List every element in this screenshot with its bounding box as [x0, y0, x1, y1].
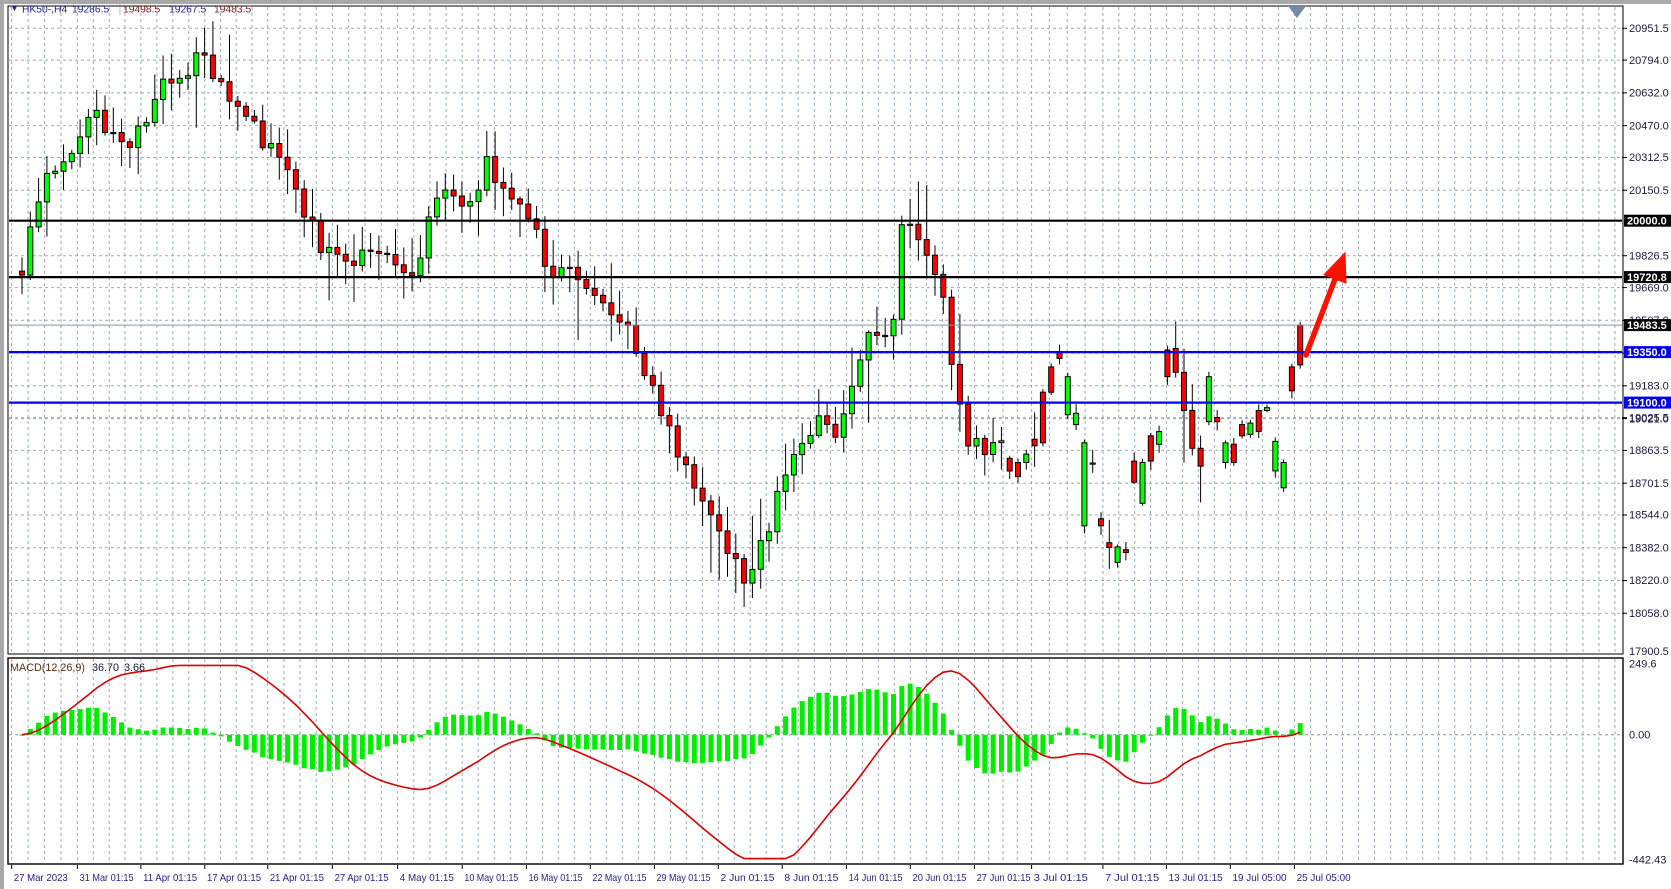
svg-text:19826.5: 19826.5: [1629, 250, 1669, 262]
svg-text:31 Mar 01:15: 31 Mar 01:15: [80, 873, 134, 884]
svg-text:19267.5: 19267.5: [169, 5, 206, 16]
svg-text:▼: ▼: [10, 3, 19, 13]
svg-text:16 May 01:15: 16 May 01:15: [529, 873, 583, 884]
svg-text:7 Jul 01:15: 7 Jul 01:15: [1105, 873, 1159, 884]
svg-text:17900.5: 17900.5: [1629, 646, 1669, 658]
svg-text:20150.5: 20150.5: [1629, 185, 1669, 197]
svg-text:20951.5: 20951.5: [1629, 23, 1669, 35]
svg-text:20794.0: 20794.0: [1629, 55, 1669, 67]
svg-text:19483.5: 19483.5: [214, 5, 251, 16]
svg-text:19720.8: 19720.8: [1627, 272, 1667, 284]
svg-text:19483.5: 19483.5: [1627, 320, 1667, 332]
svg-text:20312.5: 20312.5: [1629, 152, 1669, 164]
svg-text:19669.0: 19669.0: [1629, 282, 1669, 294]
svg-text:-442.43: -442.43: [1629, 855, 1666, 867]
svg-text:36.70: 36.70: [92, 662, 119, 674]
svg-text:18544.0: 18544.0: [1629, 510, 1669, 522]
svg-text:20632.0: 20632.0: [1629, 88, 1669, 100]
svg-text:14 Jun 01:15: 14 Jun 01:15: [849, 873, 903, 884]
svg-text:18220.0: 18220.0: [1629, 575, 1669, 587]
svg-text:27 Mar 2023: 27 Mar 2023: [14, 873, 68, 884]
svg-text:249.6: 249.6: [1629, 659, 1657, 671]
svg-text:20470.0: 20470.0: [1629, 120, 1669, 132]
svg-text:10 May 01:15: 10 May 01:15: [464, 873, 518, 884]
svg-text:20000.0: 20000.0: [1627, 215, 1667, 227]
svg-text:21 Apr 01:15: 21 Apr 01:15: [270, 873, 324, 884]
svg-text:18058.0: 18058.0: [1629, 608, 1669, 620]
svg-text:19350.0: 19350.0: [1627, 347, 1667, 359]
svg-text:0.00: 0.00: [1629, 729, 1650, 741]
svg-text:18701.5: 18701.5: [1629, 478, 1669, 490]
svg-text:29 May 01:15: 29 May 01:15: [657, 873, 711, 884]
svg-text:19286.5: 19286.5: [72, 5, 109, 16]
svg-text:2 Jun 01:15: 2 Jun 01:15: [721, 873, 775, 884]
svg-text:17 Apr 01:15: 17 Apr 01:15: [207, 873, 261, 884]
svg-text:19021.0: 19021.0: [1629, 413, 1669, 425]
svg-text:18863.5: 18863.5: [1629, 445, 1669, 457]
svg-text:19100.0: 19100.0: [1627, 397, 1667, 409]
svg-text:4 May 01:15: 4 May 01:15: [400, 873, 454, 884]
svg-text:22 May 01:15: 22 May 01:15: [593, 873, 647, 884]
svg-text:19183.0: 19183.0: [1629, 381, 1669, 393]
svg-text:13 Jul 01:15: 13 Jul 01:15: [1169, 873, 1223, 884]
svg-text:19 Jul 05:00: 19 Jul 05:00: [1233, 873, 1287, 884]
svg-text:18382.0: 18382.0: [1629, 542, 1669, 554]
svg-text:HK50-,H4: HK50-,H4: [22, 5, 67, 16]
svg-text:3 Jul 01:15: 3 Jul 01:15: [1034, 873, 1088, 884]
svg-text:19498.5: 19498.5: [123, 5, 160, 16]
svg-text:20 Jun 01:15: 20 Jun 01:15: [913, 873, 967, 884]
svg-text:27 Jun 01:15: 27 Jun 01:15: [977, 873, 1031, 884]
svg-text:25 Jul 05:00: 25 Jul 05:00: [1297, 873, 1351, 884]
svg-text:MACD(12,26,9): MACD(12,26,9): [10, 662, 85, 674]
svg-text:27 Apr 01:15: 27 Apr 01:15: [335, 873, 389, 884]
svg-text:8 Jun 01:15: 8 Jun 01:15: [784, 873, 838, 884]
svg-text:11 Apr 01:15: 11 Apr 01:15: [143, 873, 197, 884]
